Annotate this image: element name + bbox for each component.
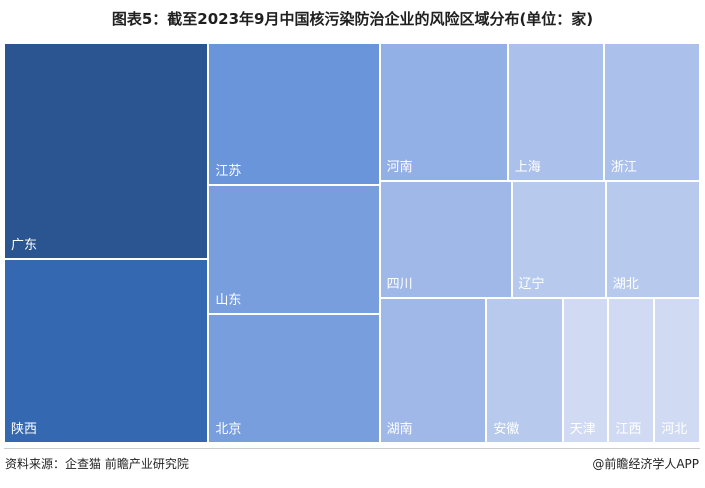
treemap-chart: 广东陕西 江苏山东北京 河南 上海 浙江四川 辽宁 湖北湖南 安徽 天津 江西 河北	[4, 43, 700, 443]
treemap-cell-label: 江西	[615, 421, 642, 437]
treemap-cell: 辽宁	[511, 180, 606, 299]
treemap-cell: 湖北	[605, 180, 700, 299]
treemap-cell: 浙江	[603, 43, 700, 181]
treemap-cell-label: 广东	[11, 238, 38, 254]
treemap-cell: 天津	[562, 298, 609, 443]
treemap-cell-label: 北京	[215, 421, 242, 437]
treemap-cell: 江西	[608, 298, 655, 443]
source-note: 资料来源：企查猫 前瞻产业研究院	[5, 457, 189, 471]
brand-credit: @前瞻经济学人APP	[592, 457, 699, 471]
treemap-cell: 江苏	[208, 43, 380, 185]
treemap-cell: 上海	[507, 43, 604, 181]
treemap-cell-label: 河南	[386, 159, 413, 175]
treemap-cell-label: 河北	[661, 421, 688, 437]
treemap-cell: 安徽	[486, 298, 563, 443]
treemap-cell-label: 四川	[386, 277, 413, 293]
treemap-cell: 广东	[4, 43, 209, 260]
treemap-cell: 河北	[654, 298, 700, 443]
treemap-cell: 湖南	[379, 298, 487, 443]
treemap-cell-label: 陕西	[11, 421, 38, 437]
treemap-cell-label: 湖北	[612, 277, 639, 293]
chart-title: 图表5：截至2023年9月中国核污染防治企业的风险区域分布(单位：家)	[111, 10, 594, 28]
treemap-cell-label: 上海	[514, 159, 541, 175]
treemap-cell: 山东	[208, 184, 380, 314]
treemap-cell: 四川	[379, 180, 512, 299]
treemap-cell-label: 天津	[569, 421, 596, 437]
treemap-cell-label: 安徽	[493, 421, 520, 437]
treemap-cell: 北京	[208, 313, 380, 443]
treemap-cell-label: 辽宁	[518, 277, 545, 293]
treemap-cell: 陕西	[4, 259, 209, 443]
treemap-cell-label: 山东	[215, 292, 242, 308]
treemap-cell: 河南	[379, 43, 508, 181]
treemap-cell-label: 浙江	[610, 159, 637, 175]
treemap-cell-label: 湖南	[386, 421, 413, 437]
treemap-cell-label: 江苏	[215, 163, 242, 179]
footer-divider	[4, 448, 700, 449]
